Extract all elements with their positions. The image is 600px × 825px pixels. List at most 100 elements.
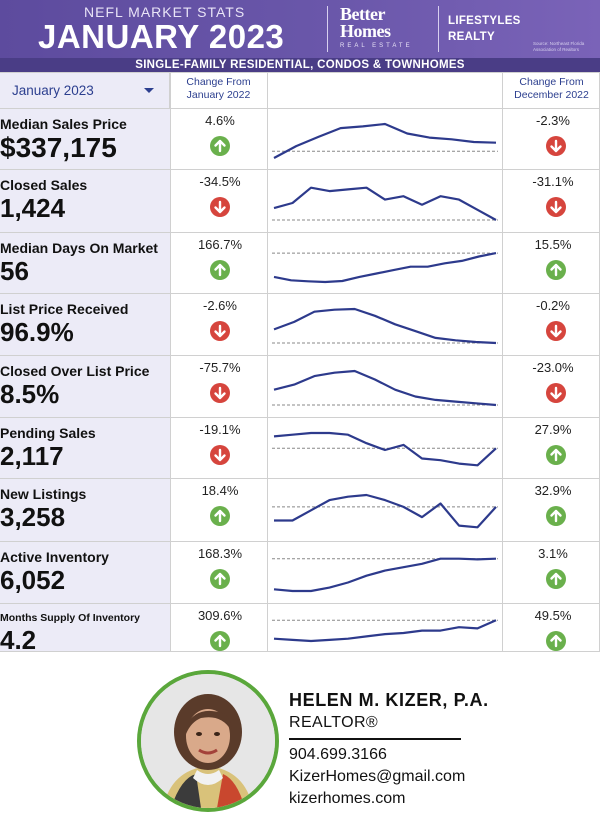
column-header-mom-line1: Change From [519,76,584,88]
market-stats-table: January 2023 Change From January 2022 Ch… [0,72,600,655]
brand-logo: Better Homes REAL ESTATE [340,4,432,52]
table-row: Months Supply Of Inventory 4.2 309.6% 49.5% [0,603,600,655]
metric-label-cell [0,417,170,478]
row-divider [0,651,600,652]
header-subtitle: NEFL MARKET STATS [84,4,246,20]
trend-line [273,557,497,593]
column-header-yoy: Change From January 2022 [170,72,267,108]
header-banner: NEFL MARKET STATS JANUARY 2023 Better Ho… [0,0,600,58]
change-mom: 49.5% [534,608,572,623]
column-header-mom: Change From December 2022 [503,72,600,108]
header-title: JANUARY 2023 [38,18,285,55]
arrow-up-circle-icon [210,136,230,156]
source-line2: Association of Realtors [533,46,580,52]
metric-label-cell [0,232,170,293]
change-yoy: 4.6% [205,113,235,128]
arrow-up-circle-icon [546,569,566,589]
arrow-down-circle-icon [546,383,566,403]
arrow-up-circle-icon [546,506,566,526]
arrow-up-circle-icon [546,445,566,465]
metric-label-cell [0,478,170,541]
column-header-yoy-line2: January 2022 [186,89,251,101]
metric-label: Months Supply Of Inventory [0,612,141,624]
trend-sparkline [272,431,498,467]
metric-label-cell [0,541,170,603]
category-banner: SINGLE-FAMILY RESIDENTIAL, CONDOS & TOWN… [0,58,600,72]
change-yoy: -19.1% [199,422,241,437]
trend-line [273,431,497,467]
change-mom: 27.9% [534,422,572,437]
change-mom: 3.1% [538,546,568,561]
change-yoy: 166.7% [197,237,243,252]
column-header-mom-line2: December 2022 [514,89,589,101]
header-divider [438,6,439,52]
agent-phone[interactable]: 904.699.3166 [289,746,387,763]
brokerage-line2: REALTY [448,31,495,43]
metric-label-cell [0,293,170,355]
logo-text-line1: Better [340,4,385,24]
change-mom: -23.0% [532,360,574,375]
trend-line [273,252,497,284]
metric-value: $337,175 [0,132,117,163]
column-divider [170,72,171,652]
arrow-up-circle-icon [546,260,566,280]
column-divider [502,72,503,652]
metric-label-cell [0,355,170,417]
chevron-down-icon [144,88,154,93]
metric-label-cell [0,603,170,652]
column-divider [267,72,268,652]
row-divider [0,72,600,73]
metric-label: Median Sales Price [0,116,127,132]
table-row: Pending Sales 2,117 -19.1% 27.9% [0,417,600,478]
change-yoy: -75.7% [199,360,241,375]
arrow-up-circle-icon [210,260,230,280]
agent-photo [137,670,279,812]
column-header-yoy-line1: Change From [186,76,251,88]
arrow-down-circle-icon [210,445,230,465]
agent-website[interactable]: kizerhomes.com [289,790,406,807]
metric-value: 1,424 [0,193,66,223]
trend-sparkline [272,186,498,221]
metric-label: New Listings [0,486,87,502]
source-note: Source: Northeast Florida Association of… [533,41,599,52]
trend-line [273,122,497,159]
metric-value: 3,258 [0,502,66,532]
agent-email[interactable]: KizerHomes@gmail.com [289,768,466,785]
metric-label: List Price Received [0,301,129,317]
logo-text-line3: REAL ESTATE [340,43,413,49]
trend-line [273,186,497,221]
trend-sparkline [272,252,498,284]
change-mom: 15.5% [534,237,572,252]
row-divider [0,169,600,170]
period-select[interactable]: January 2023 [0,72,170,108]
trend-sparkline [272,493,498,529]
change-mom: -31.1% [532,174,574,189]
change-yoy: 18.4% [201,483,239,498]
row-divider [0,293,600,294]
trend-line [273,619,497,643]
agent-name: HELEN M. KIZER, P.A. [289,690,489,710]
change-yoy: -2.6% [203,298,237,313]
metric-label: Closed Over List Price [0,363,150,379]
row-divider [0,541,600,542]
table-row: Median Sales Price $337,175 4.6% -2.3% [0,108,600,169]
trend-sparkline [272,122,498,159]
arrow-down-circle-icon [546,197,566,217]
trend-sparkline [272,369,498,407]
metric-value: 2,117 [0,441,64,471]
row-divider [0,355,600,356]
row-divider [0,232,600,233]
trend-sparkline [272,557,498,593]
metric-value: 96.9% [0,317,74,347]
arrow-down-circle-icon [210,197,230,217]
change-mom: -0.2% [536,298,570,313]
metric-label: Median Days On Market [0,240,158,256]
agent-divider [289,738,461,740]
period-select-value: January 2023 [12,83,94,98]
arrow-down-circle-icon [546,321,566,341]
table-row: Closed Over List Price 8.5% -75.7% -23.0% [0,355,600,417]
change-yoy: 168.3% [197,546,243,561]
metric-label: Closed Sales [0,177,88,193]
row-divider [0,108,600,109]
trend-line [273,369,497,407]
